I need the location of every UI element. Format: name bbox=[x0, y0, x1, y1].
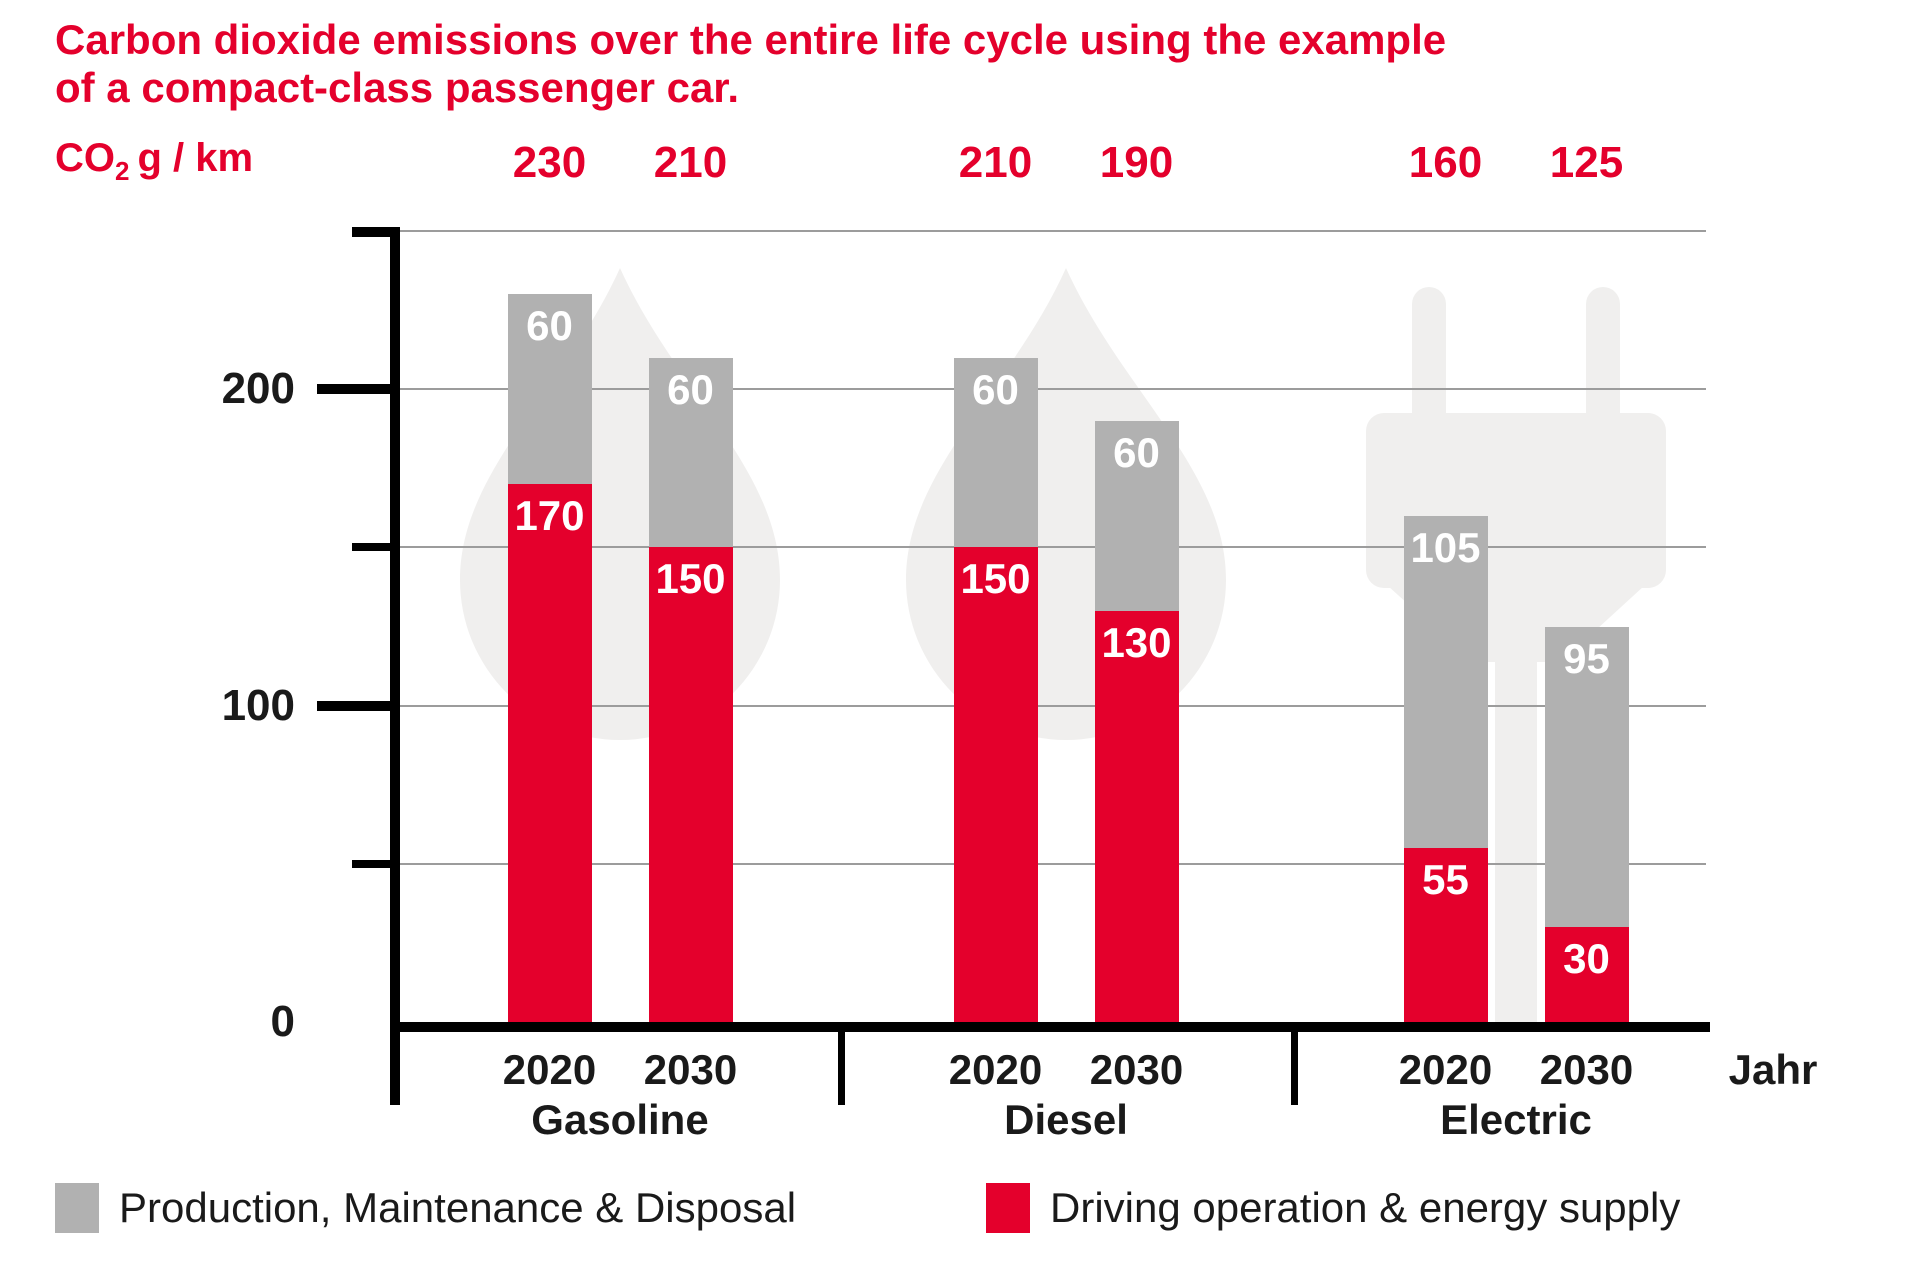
bar-production-segment bbox=[507, 294, 592, 485]
y-axis-major-tick bbox=[317, 700, 400, 711]
x-group-label: Electric bbox=[1440, 1096, 1592, 1143]
y-axis-tick-label: 0 bbox=[270, 997, 295, 1046]
bar-driving-segment bbox=[507, 484, 592, 1022]
y-axis-tick-label: 200 bbox=[221, 364, 295, 414]
production-value-label: 60 bbox=[667, 365, 714, 413]
bar-driving-segment bbox=[648, 547, 733, 1022]
bar-total-label: 190 bbox=[1099, 138, 1174, 187]
bar-driving-segment bbox=[953, 547, 1038, 1022]
bar-total-label: 210 bbox=[958, 138, 1033, 187]
bar-total-label: 230 bbox=[512, 138, 587, 187]
driving-value-label: 55 bbox=[1422, 855, 1469, 903]
chart-title-line-1: Carbon dioxide emissions over the entire… bbox=[55, 16, 1447, 63]
x-year-label: 2020 bbox=[502, 1046, 597, 1093]
gridline bbox=[400, 546, 1706, 549]
x-axis-title: Jahr bbox=[1728, 1046, 1818, 1093]
production-value-label: 60 bbox=[526, 302, 573, 350]
bar-production-segment bbox=[1094, 420, 1179, 611]
driving-value-label: 30 bbox=[1563, 935, 1610, 983]
x-year-label: 2020 bbox=[948, 1046, 1043, 1093]
y-axis-minor-tick bbox=[352, 543, 400, 552]
driving-value-label: 150 bbox=[655, 555, 726, 603]
bar-production-segment bbox=[1544, 626, 1629, 928]
production-value-label: 105 bbox=[1410, 523, 1481, 571]
x-year-label: 2020 bbox=[1398, 1046, 1493, 1093]
legend-item-driving: Driving operation & energy supply bbox=[986, 1180, 1680, 1236]
group-separator bbox=[1291, 1032, 1298, 1105]
axis-corner-tick bbox=[352, 227, 400, 237]
legend-production-label: Production, Maintenance & Disposal bbox=[119, 1184, 797, 1231]
production-color-swatch bbox=[55, 1183, 99, 1233]
bar-production-segment bbox=[953, 357, 1038, 548]
driving-value-label: 150 bbox=[960, 555, 1031, 603]
unit-subscript: 2 bbox=[115, 156, 130, 186]
bar-driving-segment bbox=[1403, 847, 1488, 1022]
driving-value-label: 170 bbox=[514, 492, 585, 540]
production-value-label: 60 bbox=[972, 365, 1019, 413]
gridline bbox=[400, 230, 1706, 232]
driving-color-swatch bbox=[986, 1183, 1030, 1233]
bar-total-label: 125 bbox=[1549, 138, 1624, 187]
y-axis-minor-tick bbox=[352, 859, 400, 868]
production-value-label: 60 bbox=[1113, 428, 1160, 476]
legend-item-production: Production, Maintenance & Disposal bbox=[55, 1180, 796, 1236]
y-axis-tick-label: 100 bbox=[221, 680, 295, 730]
unit-suffix: g / km bbox=[137, 136, 254, 180]
bar-production-segment bbox=[648, 357, 733, 548]
x-year-label: 2030 bbox=[1539, 1046, 1634, 1093]
x-year-label: 2030 bbox=[1089, 1046, 1184, 1093]
bar-total-label: 160 bbox=[1408, 138, 1483, 187]
gridline bbox=[400, 862, 1706, 865]
gridline bbox=[400, 704, 1706, 707]
x-year-label: 2030 bbox=[643, 1046, 738, 1093]
x-group-label: Gasoline bbox=[531, 1096, 709, 1143]
legend-driving-label: Driving operation & energy supply bbox=[1050, 1184, 1681, 1231]
y-axis-unit-label: CO2 g / km bbox=[55, 136, 253, 187]
chart-title: Carbon dioxide emissions over the entire… bbox=[55, 16, 1555, 112]
production-value-label: 95 bbox=[1563, 634, 1610, 682]
y-axis-line bbox=[390, 227, 400, 1105]
gridline bbox=[400, 388, 1706, 391]
bar-total-label: 210 bbox=[653, 138, 728, 187]
bar-production-segment bbox=[1403, 515, 1488, 848]
group-separator bbox=[838, 1032, 845, 1105]
bar-driving-segment bbox=[1544, 927, 1629, 1022]
x-group-label: Diesel bbox=[1004, 1096, 1128, 1143]
x-axis-line bbox=[390, 1022, 1710, 1032]
y-axis-major-tick bbox=[317, 384, 400, 395]
unit-prefix: CO bbox=[55, 136, 115, 180]
bar-driving-segment bbox=[1094, 610, 1179, 1022]
chart-title-line-2: of a compact-class passenger car. bbox=[55, 64, 739, 111]
power-plug-icon bbox=[1495, 655, 1537, 1022]
driving-value-label: 130 bbox=[1101, 618, 1172, 666]
